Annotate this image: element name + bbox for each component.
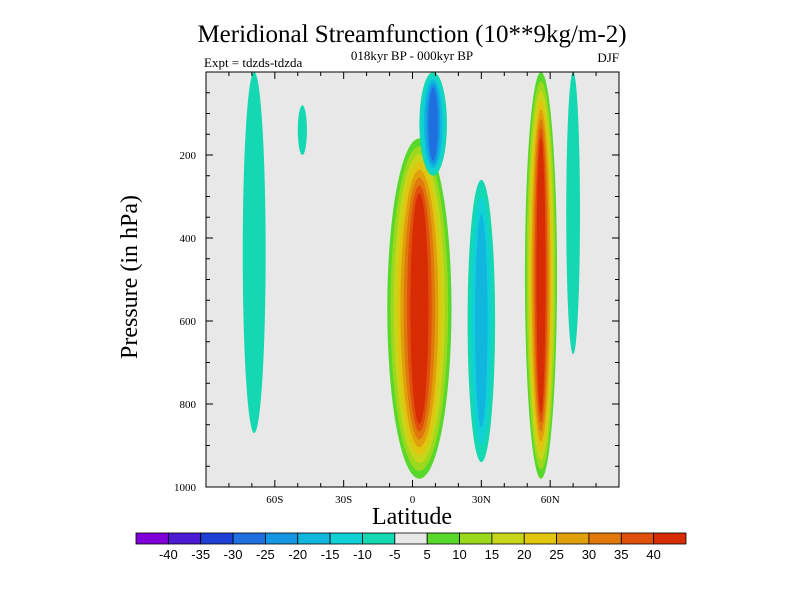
colorbar-swatch — [297, 532, 331, 545]
colorbar-label: -25 — [256, 547, 275, 562]
colorbar-label: -35 — [191, 547, 210, 562]
x-tick-label: 30N — [472, 494, 491, 506]
chart-title: Meridional Streamfunction (10**9kg/m-2) — [197, 21, 626, 48]
contour-feature-sub-tropical-negative-column — [467, 179, 496, 463]
colorbar-label: 30 — [582, 547, 596, 562]
colorbar-label: 10 — [452, 547, 466, 562]
colorbar-swatch — [135, 532, 169, 545]
colorbar-swatch — [426, 532, 460, 545]
colorbar-swatch — [232, 532, 266, 545]
y-tick-label: 1000 — [174, 482, 197, 494]
colorbar-label: 35 — [614, 547, 628, 562]
colorbar-label: 25 — [549, 547, 563, 562]
contour-feature-sh-polar-column — [242, 72, 266, 434]
colorbar-label: 5 — [424, 547, 431, 562]
x-tick-label: 60S — [266, 494, 283, 506]
x-tick-label: 30S — [335, 494, 352, 506]
contour-feature-equatorial-hadley-cell — [387, 138, 452, 479]
y-tick-label: 600 — [180, 316, 197, 328]
colorbar-label: 20 — [517, 547, 531, 562]
colorbar: -40 -35 -30 -25 -20 -15 -10 -5 5 10 15 20 25 30 35 40 — [135, 532, 687, 562]
season-label: DJF — [597, 50, 619, 65]
colorbar-label: -20 — [288, 547, 307, 562]
axes: 60S 30S 0 30N 60N 200 400 600 800 1000 — [174, 71, 620, 506]
x-ticks: 60S 30S 0 30N 60N — [205, 72, 620, 506]
contour-band — [566, 72, 580, 355]
colorbar-swatch — [653, 532, 687, 545]
contour-band — [297, 105, 307, 155]
contour-feature-tropical-north-min — [419, 72, 447, 176]
y-axis-label: Pressure (in hPa) — [117, 195, 143, 359]
contour-feature-nh-ferrel-positive-column — [524, 72, 558, 479]
colorbar-swatch — [588, 532, 622, 545]
colorbar-swatch — [556, 532, 590, 545]
x-tick-label: 0 — [410, 494, 416, 506]
contour-band — [536, 137, 546, 414]
colorbar-swatch — [459, 532, 493, 545]
y-tick-label: 800 — [180, 399, 197, 411]
contour-band — [242, 72, 266, 434]
y-tick-label: 200 — [180, 150, 197, 162]
colorbar-swatch — [329, 532, 363, 545]
contour-band — [428, 87, 438, 161]
contour-band — [475, 214, 488, 428]
colorbar-label: -5 — [389, 547, 401, 562]
colorbar-swatch — [523, 532, 557, 545]
y-ticks: 200 400 600 800 1000 — [174, 71, 619, 494]
x-tick-label: 60N — [541, 494, 560, 506]
colorbar-label: -30 — [224, 547, 243, 562]
colorbar-swatch — [620, 532, 655, 545]
experiment-label: Expt = tdzds-tdzda — [204, 55, 303, 70]
chart-subtitle: 018kyr BP - 000kyr BP — [351, 48, 473, 63]
contour-field — [242, 72, 580, 479]
contour-band — [410, 193, 429, 424]
y-tick-label: 400 — [180, 233, 197, 245]
contour-feature-sh-mid-blob — [297, 105, 307, 155]
colorbar-label: 15 — [485, 547, 499, 562]
colorbar-swatch — [167, 532, 202, 545]
colorbar-swatch — [394, 532, 428, 545]
colorbar-swatch — [362, 532, 396, 545]
colorbar-swatch — [200, 532, 234, 545]
contour-feature-nh-polar-negative-column — [566, 72, 580, 355]
colorbar-label: -15 — [321, 547, 340, 562]
colorbar-swatch — [265, 532, 299, 545]
colorbar-label: -10 — [353, 547, 372, 562]
x-axis-label: Latitude — [372, 504, 452, 530]
colorbar-label: 40 — [646, 547, 660, 562]
colorbar-label: -40 — [159, 547, 178, 562]
colorbar-swatch — [491, 532, 525, 545]
